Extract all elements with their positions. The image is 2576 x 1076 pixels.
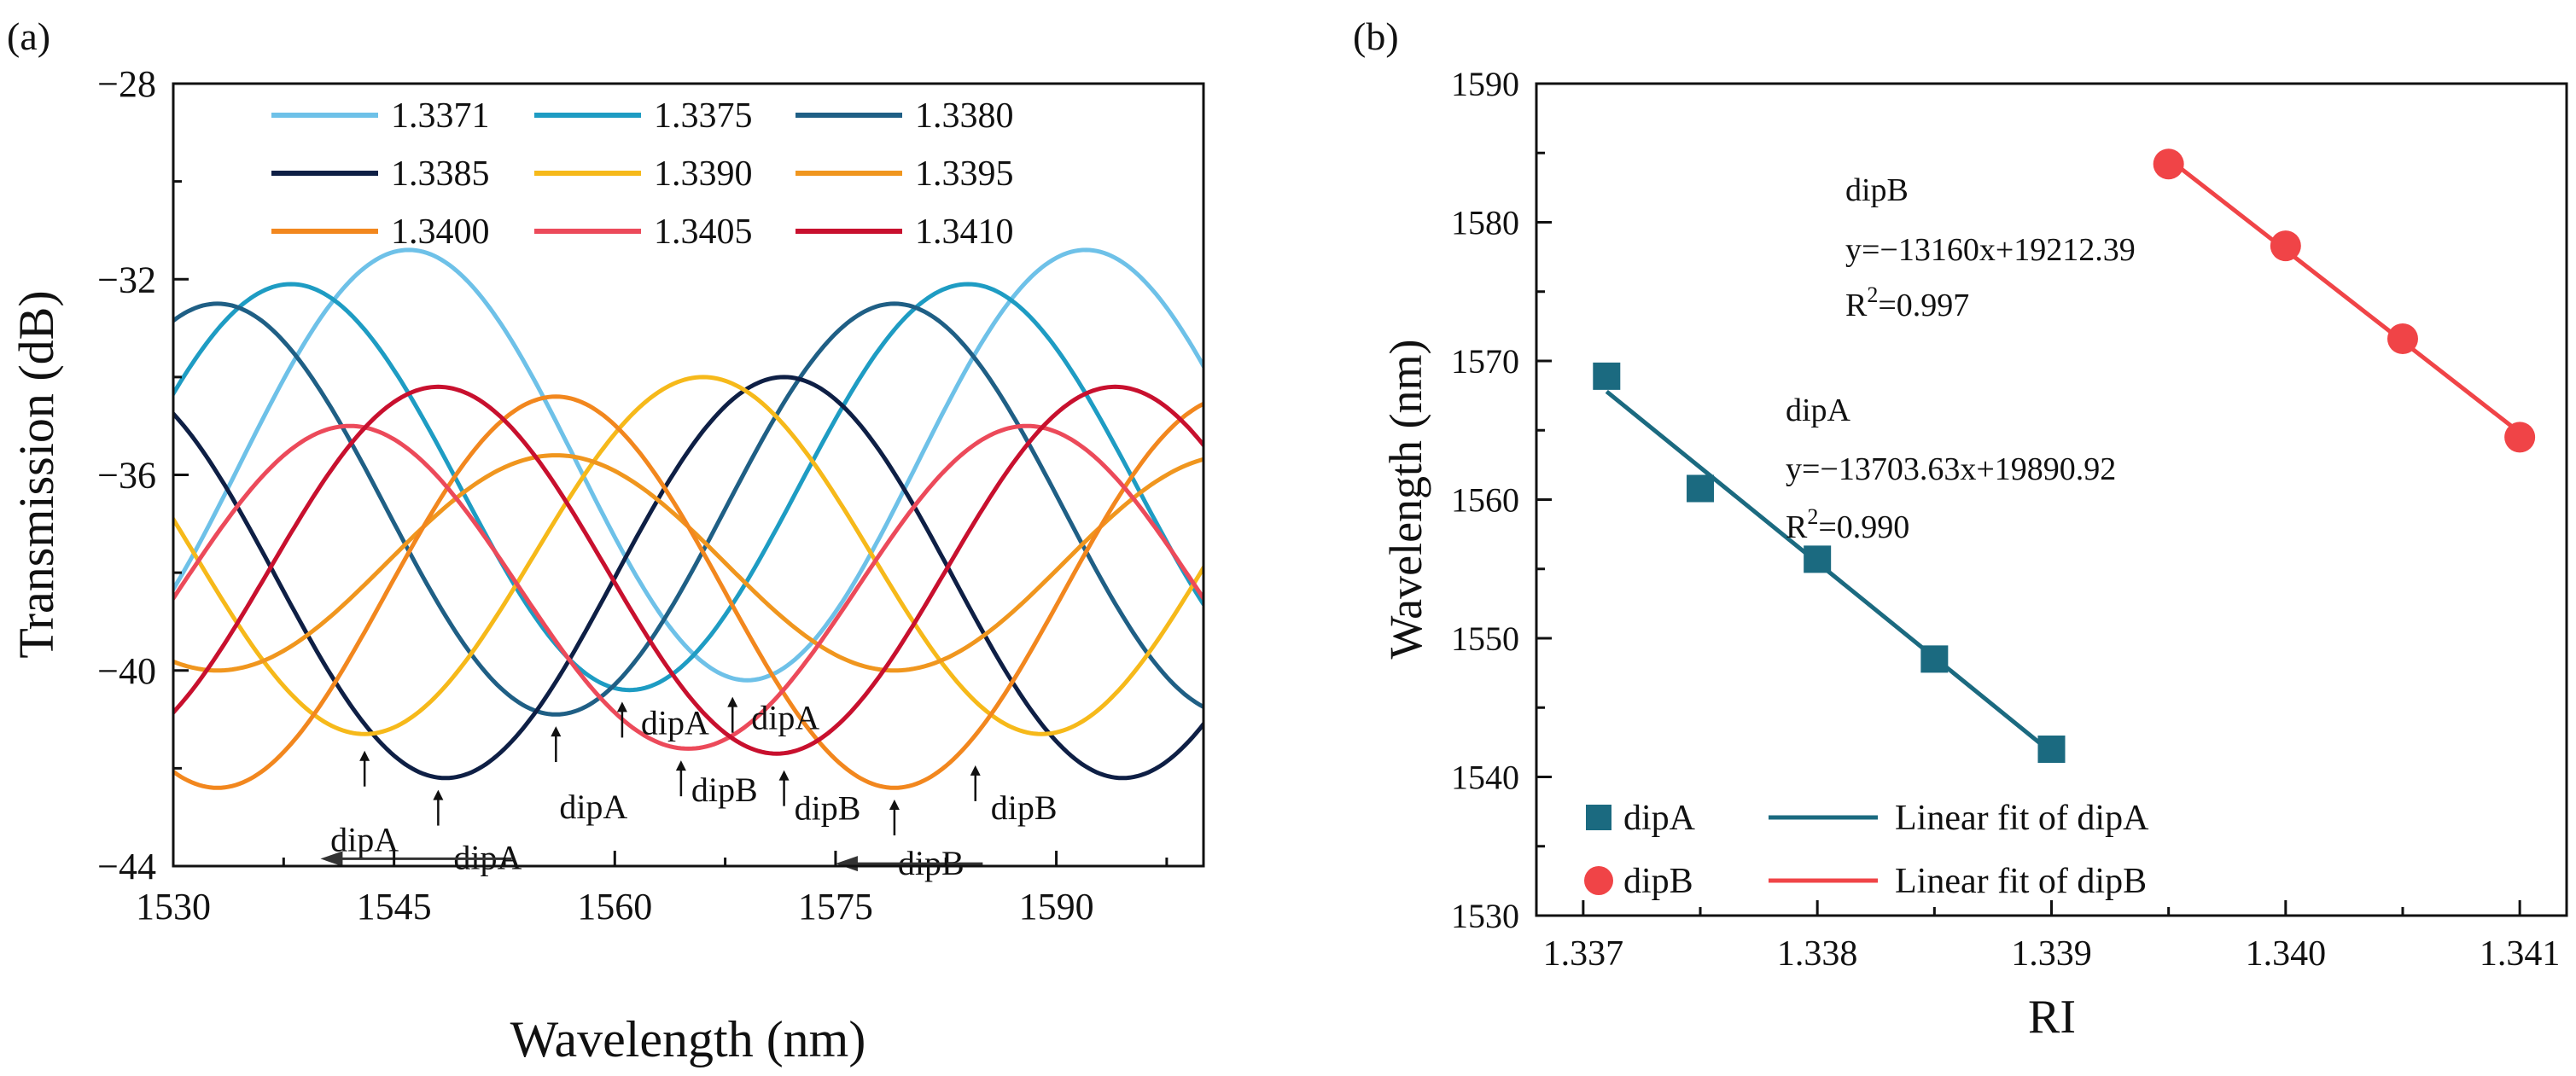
point-dipA [1687, 474, 1715, 503]
legend-label-1.3371: 1.3371 [391, 96, 490, 136]
data-points [1593, 148, 2536, 763]
point-dipA [1804, 545, 1832, 573]
legend-dipA-marker [1586, 805, 1611, 830]
y-tick-label-b: 1560 [1451, 481, 1519, 520]
x-tick-label-b: 1.339 [2011, 934, 2092, 974]
spectrum-1.3410 [173, 384, 1203, 756]
y-tick-label-b: 1580 [1451, 204, 1519, 242]
annotation-dipB-equation: y=−13160x+19212.39 [1845, 232, 2136, 268]
annotation-dipA: dipA y=−13703.63x+19890.92 R2=0.990 [1786, 393, 2116, 545]
dip-label-dipA: dipA [641, 703, 709, 742]
spectrum-1.3390 [173, 375, 1203, 736]
legend-dipB-marker [1584, 866, 1613, 895]
shift-arrows [320, 851, 983, 872]
dip-label-dipA: dipA [751, 699, 819, 737]
x-tick-label-b: 1.337 [1543, 934, 1624, 974]
legend-b: dipA Linear fit of dipA dipB Linear fit … [1584, 799, 2149, 901]
annotation-dipB-r2: R2=0.997 [1845, 282, 1969, 323]
panel-b-label: (b) [1353, 15, 1399, 58]
spectrum-1.3375 [173, 282, 1203, 693]
spectrum-1.3371 [173, 247, 1203, 683]
x-tick-label-a: 1545 [357, 886, 432, 928]
point-dipA [1920, 645, 1949, 673]
y-tick-label-a: −32 [97, 259, 156, 300]
y-tick-label-b: 1550 [1451, 619, 1519, 658]
legend-label-1.3405: 1.3405 [654, 212, 753, 252]
legend-fitA-label: Linear fit of dipA [1895, 799, 2149, 838]
legend-dipA-label: dipA [1623, 799, 1696, 838]
dip-arrow-head [970, 765, 981, 776]
y-axis-a: −44 −40 −36 −32 −28 [97, 63, 189, 887]
y-axis-b-title: Wavelength (nm) [1380, 339, 1431, 659]
y-tick-label-b: 1570 [1451, 342, 1519, 381]
y-tick-label-a: −36 [97, 455, 156, 497]
fit-line-dipB [2167, 157, 2521, 434]
x-tick-label-b: 1.340 [2246, 934, 2327, 974]
legend-label-1.3400: 1.3400 [391, 212, 490, 252]
x-axis-b-title: RI [2028, 991, 2076, 1044]
x-tick-label-b: 1.341 [2480, 934, 2561, 974]
shift-arrow-head [835, 856, 858, 872]
legend-dipB-label: dipB [1623, 862, 1693, 901]
x-tick-label-b: 1.338 [1777, 934, 1858, 974]
legend-fitB-label: Linear fit of dipB [1895, 862, 2147, 901]
point-dipB [2153, 148, 2184, 180]
y-tick-label-b: 1540 [1451, 759, 1519, 797]
dip-arrow-head [359, 750, 370, 761]
panel-a-label: (a) [7, 15, 50, 58]
y-tick-label-b: 1530 [1451, 897, 1519, 935]
x-tick-label-a: 1530 [136, 886, 211, 928]
dip-arrow-head [727, 696, 738, 707]
annotation-dipA-equation: y=−13703.63x+19890.92 [1786, 451, 2116, 487]
point-dipB [2387, 323, 2418, 354]
y-tick-label-b: 1590 [1451, 65, 1519, 103]
legend-label-1.3390: 1.3390 [654, 154, 753, 194]
spectrum-1.3405 [173, 423, 1203, 751]
legend-label-1.3385: 1.3385 [391, 154, 490, 194]
x-tick-label-a: 1590 [1019, 886, 1094, 928]
dip-label-dipB: dipB [991, 788, 1058, 827]
y-axis-a-title: Transmission (dB) [9, 290, 64, 658]
spectrum-1.3400 [173, 394, 1203, 790]
legend-a: 1.3371 1.3375 1.3380 1.3385 1.3390 1.3395 1.34… [271, 96, 1014, 252]
shift-arrow-head [320, 851, 343, 867]
y-tick-label-a: −44 [97, 846, 156, 887]
spectrum-1.3380 [173, 301, 1203, 717]
legend-label-1.3380: 1.3380 [915, 96, 1014, 136]
legend-label-1.3410: 1.3410 [915, 212, 1014, 252]
x-axis-a: 1530 1545 1560 1575 1590 [136, 851, 1169, 928]
dip-arrow-head [889, 800, 900, 811]
x-axis-a-title: Wavelength (nm) [510, 1011, 866, 1067]
y-tick-label-a: −28 [97, 63, 156, 105]
annotation-dipB: dipB y=−13160x+19212.39 R2=0.997 [1845, 172, 2136, 323]
y-tick-label-a: −40 [97, 650, 156, 692]
dip-arrow-head [778, 770, 790, 781]
dip-arrow-head [433, 789, 444, 800]
point-dipA [2037, 736, 2066, 763]
dip-arrow-head [675, 760, 686, 771]
dip-arrow-head [551, 726, 562, 737]
annotation-dipB-name: dipB [1845, 172, 1909, 208]
legend-label-1.3395: 1.3395 [915, 154, 1014, 194]
point-dipB [2504, 422, 2536, 453]
x-tick-label-a: 1575 [798, 886, 873, 928]
dip-arrow-head [616, 701, 627, 712]
annotation-dipA-name: dipA [1786, 393, 1851, 428]
dip-label-dipB: dipB [795, 789, 861, 828]
legend-label-1.3375: 1.3375 [654, 96, 753, 136]
point-dipB [2270, 230, 2301, 262]
point-dipA [1593, 362, 1621, 390]
y-axis-b: 1530 1540 1550 1560 1570 1580 1590 [1451, 65, 1552, 935]
x-tick-label-a: 1560 [577, 886, 652, 928]
dip-label-dipA: dipA [559, 788, 627, 826]
annotation-dipA-r2: R2=0.990 [1786, 504, 1909, 545]
dip-label-dipB: dipB [691, 771, 758, 809]
panel-b: (b) 1.337 1.338 1.339 1.340 1.341 1530154015… [1353, 15, 2568, 1044]
spectrum-1.3385 [173, 375, 1203, 781]
x-axis-b: 1.337 1.338 1.339 1.340 1.341 [1543, 900, 2561, 974]
spectra-curves [173, 247, 1203, 790]
